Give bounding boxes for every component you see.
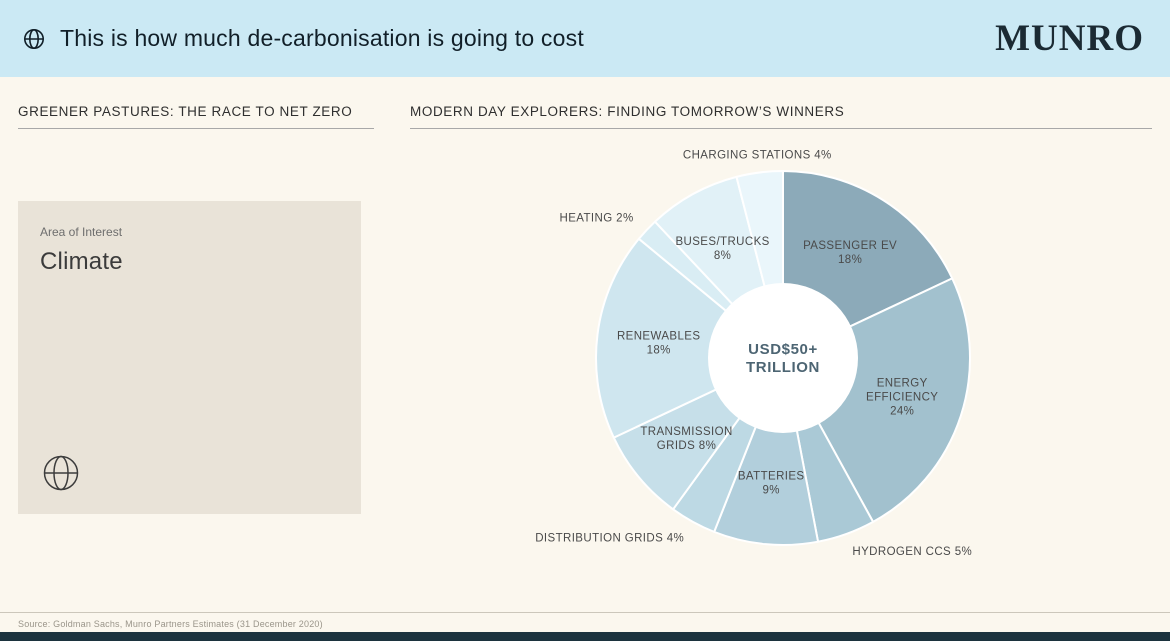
donut-center-label: USD$50+ TRILLION [746,341,820,376]
header: This is how much de-carbonisation is goi… [0,0,1170,77]
right-section-heading: MODERN DAY EXPLORERS: FINDING TOMORROW’S… [410,104,1152,129]
slice-label-transmission-grids: TRANSMISSION GRIDS 8% [640,426,732,452]
pie-slice-batteries [713,357,820,546]
slice-label-energy-efficiency: ENERGY EFFICIENCY 24% [866,378,938,418]
footer-divider [0,612,1170,613]
globe-outline-icon [40,452,82,494]
card-value: Climate [40,248,123,275]
donut-chart-svg: USD$50+ TRILLION PASSENGER EV 18% ENERGY EFFI… [535,150,972,558]
donut-hole [708,283,858,433]
card-label: Area of Interest [40,225,123,239]
munro-logo: MUNRO [995,18,1144,59]
left-section-heading: GREENER PASTURES: THE RACE TO NET ZERO [18,104,374,129]
slice-label-buses-trucks: BUSES/TRUCKS 8% [675,236,769,262]
page-title: This is how much de-carbonisation is goi… [60,25,584,51]
area-of-interest-card: Area of Interest Climate [18,201,361,514]
slice-label-batteries: BATTERIES 9% [738,471,805,497]
left-section: GREENER PASTURES: THE RACE TO NET ZERO A… [18,104,374,514]
slice-label-heating: HEATING 2% [560,213,634,225]
globe-icon [22,27,46,51]
pie-slice-renewables [595,237,784,439]
slice-label-passenger-ev: PASSENGER EV 18% [803,240,897,266]
slice-label-distribution-grids: DISTRIBUTION GRIDS 4% [535,533,684,545]
source-note: Source: Goldman Sachs, Munro Partners Es… [18,619,323,629]
bottom-bar [0,632,1170,641]
slice-label-charging-stations: CHARGING STATIONS 4% [683,150,832,162]
slice-label-renewables: RENEWABLES 18% [617,330,700,356]
donut-chart: USD$50+ TRILLION PASSENGER EV 18% ENERGY EFFI… [410,135,1152,615]
slice-label-hydrogen-ccs: HYDROGEN CCS 5% [852,546,972,558]
right-section: MODERN DAY EXPLORERS: FINDING TOMORROW’S… [410,104,1152,615]
